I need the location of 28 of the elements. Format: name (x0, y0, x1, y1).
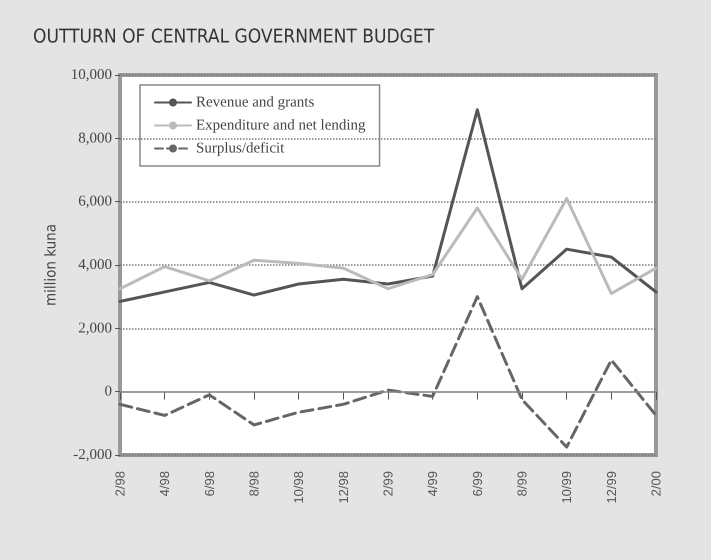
line-series (118, 108, 658, 303)
x-tick-label: 2/00 (648, 471, 664, 496)
legend-label: Surplus/deficit (196, 140, 286, 156)
y-tick-label: 6,000 (78, 194, 112, 210)
x-tick-label: 12/98 (336, 471, 351, 504)
x-tick-label: 4/99 (425, 471, 440, 496)
y-tick-label: 8,000 (78, 130, 112, 146)
x-tick-label: 12/99 (604, 471, 619, 504)
y-tick-label: -2,000 (73, 447, 112, 463)
y-tick-label: 2,000 (78, 320, 112, 336)
x-tick-label: 2/99 (380, 471, 396, 496)
y-tick-label: 4,000 (78, 257, 112, 273)
x-tick-label: 6/99 (470, 471, 485, 496)
legend-label: Expenditure and net lending (196, 118, 366, 134)
chart-title: OUTTURN OF CENTRAL GOVERNMENT BUDGET (33, 26, 435, 48)
legend-label: Revenue and grants (196, 94, 314, 110)
line-series (118, 197, 658, 295)
x-tick-label: 8/99 (514, 471, 530, 496)
x-tick-label: 10/98 (291, 471, 306, 504)
x-tick-label: 4/98 (157, 471, 172, 496)
x-tick-label: 2/98 (112, 471, 128, 496)
y-tick-label: 10,000 (70, 67, 112, 83)
x-tick-label: 8/98 (246, 471, 262, 496)
x-tick-label: 10/99 (559, 471, 574, 504)
y-tick-label: 0 (104, 384, 112, 400)
line-series (118, 295, 658, 449)
x-tick-label: 6/98 (202, 471, 217, 496)
y-axis-title: million kuna (42, 224, 60, 306)
